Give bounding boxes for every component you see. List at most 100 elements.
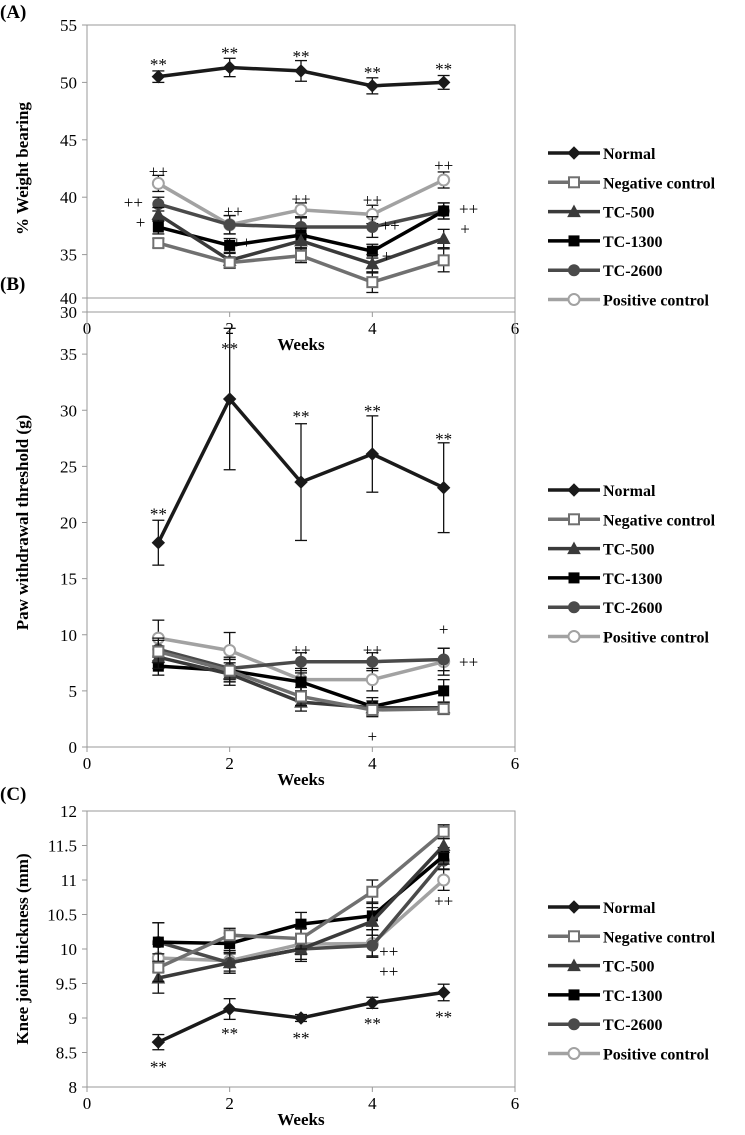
y-tick-label: 11 xyxy=(61,871,77,890)
legend-label: Normal xyxy=(603,900,656,917)
legend-marker xyxy=(568,1018,580,1031)
data-point xyxy=(151,207,166,220)
legend-label: TC-1300 xyxy=(603,234,663,251)
significance-marker: +++ xyxy=(222,233,251,252)
legend-item: TC-2600 xyxy=(548,600,663,617)
data-point xyxy=(223,256,236,269)
legend-marker xyxy=(567,630,581,643)
data-point xyxy=(152,237,165,250)
legend-marker xyxy=(567,293,581,306)
x-tick-label: 4 xyxy=(368,319,377,338)
legend-label: TC-500 xyxy=(603,205,655,222)
panel-b: (B) 0 5 10 15 20 25 30 35 40 0 2 4 6 Weeks Paw withdraw… xyxy=(0,274,716,789)
legend-item: Negative control xyxy=(548,512,716,529)
legend-marker xyxy=(568,513,580,526)
legend-label: Normal xyxy=(603,483,656,500)
series-tc-2600 xyxy=(152,637,450,681)
significance-marker: ** xyxy=(293,47,310,66)
legend-item: Positive control xyxy=(548,293,709,310)
data-point xyxy=(294,64,308,78)
legend-marker xyxy=(568,601,580,614)
significance-marker: ++ xyxy=(291,640,310,659)
legend-marker xyxy=(568,176,580,189)
x-axis-label: Weeks xyxy=(277,1110,325,1129)
significance-marker: ** xyxy=(435,1008,452,1027)
y-tick-label: 10 xyxy=(60,626,77,645)
significance-marker: ** xyxy=(221,44,238,63)
significance-marker: ++ xyxy=(381,216,400,235)
legend-item: TC-500 xyxy=(548,204,655,222)
x-axis-label: Weeks xyxy=(277,335,325,354)
significance-marker: ** xyxy=(293,407,310,426)
data-point xyxy=(436,480,451,495)
legend-label: Normal xyxy=(603,146,656,163)
significance-marker: ** xyxy=(435,60,452,79)
data-point xyxy=(366,939,379,952)
data-point xyxy=(438,205,450,217)
data-point xyxy=(295,676,307,688)
data-point xyxy=(151,176,165,190)
y-tick-label: 25 xyxy=(60,457,77,476)
legend-label: Positive control xyxy=(603,630,709,647)
legend-label: TC-2600 xyxy=(603,1017,663,1034)
legend-item: Normal xyxy=(548,146,656,163)
data-point xyxy=(294,475,308,489)
series-normal xyxy=(151,983,451,1051)
legend-label: Positive control xyxy=(603,1047,709,1064)
data-point xyxy=(365,256,380,270)
data-point xyxy=(436,231,451,245)
data-point xyxy=(366,221,379,234)
data-point xyxy=(152,936,164,948)
significance-marker: ** xyxy=(364,401,381,420)
data-point xyxy=(295,249,307,262)
x-tick-label: 0 xyxy=(83,754,92,773)
legend-marker xyxy=(568,989,580,1001)
data-point xyxy=(436,75,451,90)
data-point xyxy=(222,60,237,75)
legend-marker xyxy=(567,958,581,972)
significance-marker: ** xyxy=(221,339,238,358)
y-axis-label: Knee joint thickness (mm) xyxy=(13,853,32,1044)
data-point xyxy=(152,961,165,974)
legend-label: TC-500 xyxy=(603,542,655,559)
data-point xyxy=(437,173,451,187)
series-negative-control xyxy=(152,237,450,294)
data-point xyxy=(365,447,380,461)
legend-item: Negative control xyxy=(548,175,716,192)
significance-marker: + xyxy=(382,247,392,266)
legend-item: TC-1300 xyxy=(548,571,663,588)
data-point xyxy=(436,985,451,1000)
significance-marker: ** xyxy=(293,1028,310,1047)
data-point xyxy=(222,1002,237,1016)
significance-marker: ** xyxy=(150,1057,167,1076)
data-point xyxy=(366,276,379,289)
data-point xyxy=(223,643,237,657)
legend-marker xyxy=(567,900,581,914)
significance-marker: ** xyxy=(364,1014,381,1033)
significance-marker: ++ xyxy=(379,962,398,981)
data-point xyxy=(223,929,236,942)
panel-label: (C) xyxy=(0,784,26,805)
legend-marker xyxy=(568,235,580,247)
significance-marker: ** xyxy=(435,429,452,448)
legend-marker xyxy=(567,541,581,555)
y-tick-label: 35 xyxy=(60,345,77,364)
data-point xyxy=(366,885,379,898)
data-point xyxy=(437,702,450,715)
significance-marker: ++ xyxy=(434,892,453,911)
legend-label: Negative control xyxy=(603,175,716,192)
significance-marker: ** xyxy=(150,505,167,524)
data-point xyxy=(152,221,164,233)
legend-item: Positive control xyxy=(548,630,709,647)
y-tick-label: 45 xyxy=(60,131,77,150)
x-tick-label: 2 xyxy=(225,1094,234,1113)
y-tick-label: 15 xyxy=(60,570,77,589)
y-axis-label: % Weight bearing xyxy=(13,102,32,235)
legend-marker xyxy=(568,930,580,943)
data-point xyxy=(152,645,165,658)
legend-item: Normal xyxy=(548,900,656,917)
significance-marker: ++ xyxy=(459,200,478,219)
plot-area xyxy=(86,24,516,313)
x-tick-label: 2 xyxy=(225,754,234,773)
